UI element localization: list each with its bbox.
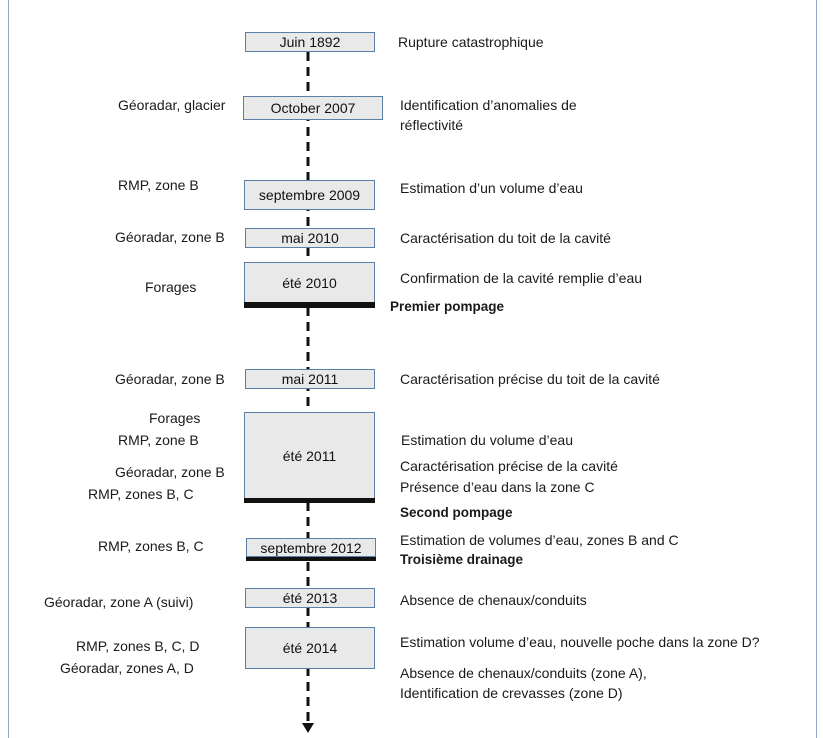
action-label: Second pompage bbox=[400, 505, 513, 520]
event-label: Présence d’eau dans la zone C bbox=[400, 479, 595, 495]
method-label: Forages bbox=[149, 410, 201, 426]
date-box-may-2011: mai 2011 bbox=[245, 369, 375, 389]
frame-border-right bbox=[816, 0, 817, 738]
method-label: Géoradar, zone B bbox=[115, 229, 225, 245]
event-label: Estimation volume d’eau, nouvelle poche … bbox=[400, 634, 760, 650]
date-box-2014: été 2014 bbox=[245, 627, 375, 669]
method-label: Géoradar, zone A (suivi) bbox=[44, 594, 194, 610]
date-box-may-2010: mai 2010 bbox=[245, 228, 375, 248]
action-label: Troisième drainage bbox=[400, 552, 524, 567]
action-label: Premier pompage bbox=[390, 299, 505, 314]
event-label: Absence de chenaux/conduits bbox=[400, 592, 587, 608]
event-label: Identification d’anomalies de bbox=[400, 97, 577, 113]
method-label: RMP, zones B, C bbox=[88, 486, 194, 502]
method-label: Géoradar, glacier bbox=[118, 97, 226, 113]
method-label: RMP, zones B, C, D bbox=[76, 638, 200, 654]
method-label: RMP, zones B, C bbox=[98, 538, 204, 554]
event-label: Caractérisation du toit de la cavité bbox=[400, 230, 611, 246]
event-label: Absence de chenaux/conduits (zone A), bbox=[400, 665, 647, 681]
date-box-summer-2010: été 2010 bbox=[244, 262, 375, 304]
date-box-summer-2011: été 2011 bbox=[244, 412, 375, 500]
method-label: Géoradar, zones A, D bbox=[60, 660, 194, 676]
method-label: Géoradar, zone B bbox=[115, 464, 225, 480]
event-label: Rupture catastrophique bbox=[398, 34, 544, 50]
event-label: Caractérisation précise de la cavité bbox=[400, 458, 618, 474]
pumping-bar bbox=[244, 302, 375, 308]
event-label: Caractérisation précise du toit de la ca… bbox=[400, 371, 660, 387]
method-label: Géoradar, zone B bbox=[115, 371, 225, 387]
method-label: Forages bbox=[145, 279, 197, 295]
timeline-arrow-head bbox=[302, 723, 314, 733]
method-label: RMP, zone B bbox=[118, 432, 199, 448]
date-box-2007: October 2007 bbox=[243, 96, 383, 120]
event-label: Estimation d’un volume d’eau bbox=[400, 180, 583, 196]
method-label: RMP, zone B bbox=[118, 177, 199, 193]
date-box-1892: Juin 1892 bbox=[245, 32, 375, 52]
event-label: Confirmation de la cavité remplie d’eau bbox=[400, 270, 643, 286]
frame-border-left bbox=[8, 0, 9, 738]
event-label: Estimation de volumes d’eau, zones B and… bbox=[400, 532, 679, 548]
date-box-2012: septembre 2012 bbox=[246, 538, 376, 557]
date-box-2013: été 2013 bbox=[245, 588, 375, 608]
pumping-bar bbox=[244, 498, 375, 503]
event-label: Estimation du volume d’eau bbox=[401, 432, 573, 448]
event-label: Identification de crevasses (zone D) bbox=[400, 685, 623, 701]
event-label: réflectivité bbox=[400, 117, 464, 133]
date-box-2009: septembre 2009 bbox=[244, 180, 375, 210]
pumping-bar bbox=[246, 557, 376, 561]
